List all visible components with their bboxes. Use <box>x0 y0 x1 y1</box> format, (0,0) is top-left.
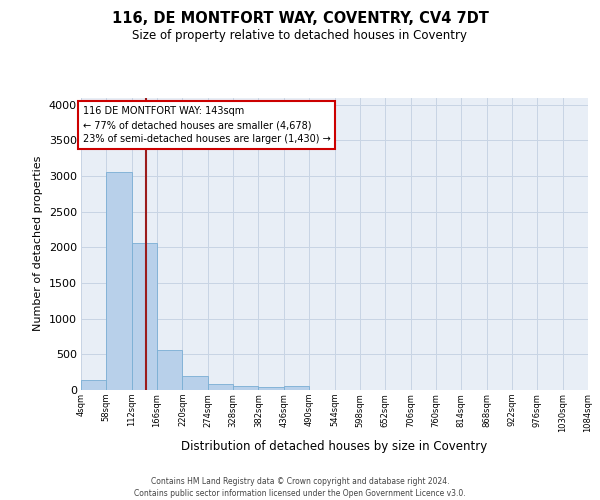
Bar <box>132 243 157 390</box>
X-axis label: Distribution of detached houses by size in Coventry: Distribution of detached houses by size … <box>181 440 488 453</box>
Text: Contains HM Land Registry data © Crown copyright and database right 2024.
Contai: Contains HM Land Registry data © Crown c… <box>134 476 466 498</box>
Bar <box>81 380 106 390</box>
Text: Size of property relative to detached houses in Coventry: Size of property relative to detached ho… <box>133 29 467 42</box>
Bar <box>284 386 309 390</box>
Bar <box>259 387 284 390</box>
Y-axis label: Number of detached properties: Number of detached properties <box>33 156 43 332</box>
Text: 116 DE MONTFORT WAY: 143sqm
← 77% of detached houses are smaller (4,678)
23% of : 116 DE MONTFORT WAY: 143sqm ← 77% of det… <box>83 106 331 144</box>
Text: 116, DE MONTFORT WAY, COVENTRY, CV4 7DT: 116, DE MONTFORT WAY, COVENTRY, CV4 7DT <box>112 11 488 26</box>
Bar <box>157 350 182 390</box>
Bar <box>106 172 132 390</box>
Bar <box>233 386 259 390</box>
Bar <box>182 376 208 390</box>
Bar <box>208 384 233 390</box>
